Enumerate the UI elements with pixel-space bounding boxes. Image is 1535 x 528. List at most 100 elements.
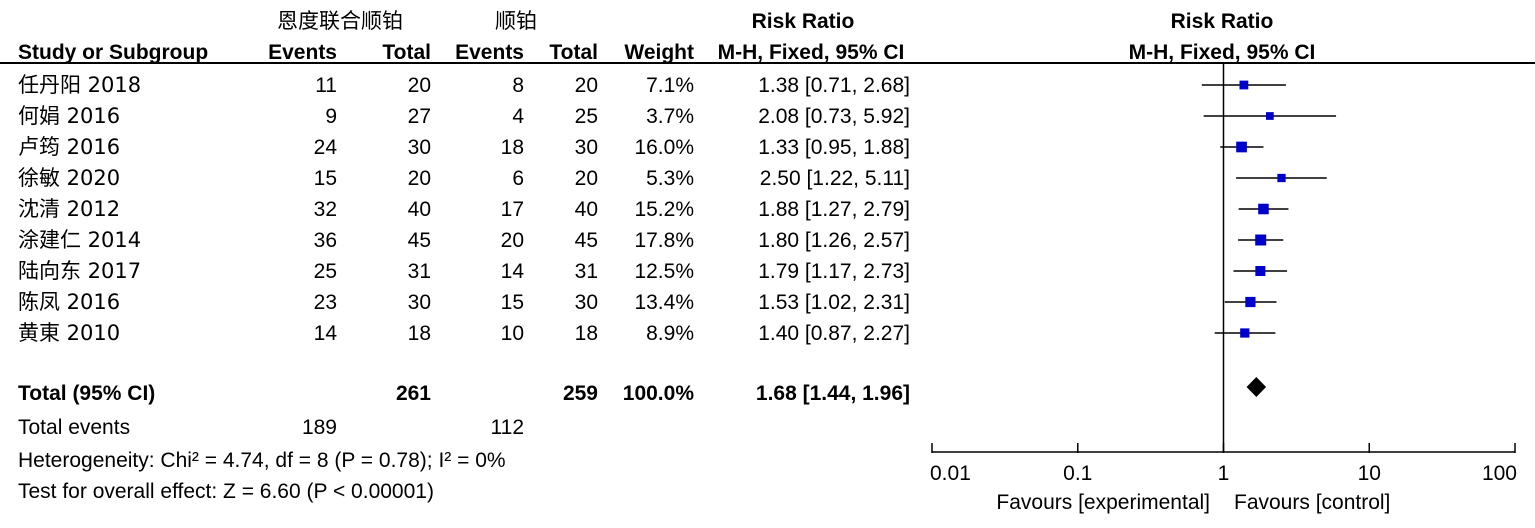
total-ctl: 20: [575, 167, 598, 190]
weight: 5.3%: [646, 167, 694, 190]
overall-effect-text: Test for overall effect: Z = 6.60 (P < 0…: [18, 480, 434, 503]
events-ctl: 10: [501, 322, 524, 345]
col-header-method: M-H, Fixed, 95% CI: [718, 41, 905, 64]
ci-text: 2.50 [1.22, 5.11]: [760, 167, 910, 190]
total-ctl: 25: [575, 105, 598, 128]
total-exp: 31: [408, 260, 431, 283]
point-estimate-square: [1239, 80, 1249, 90]
weight: 17.8%: [634, 229, 694, 252]
total-ctl: 31: [575, 260, 598, 283]
point-estimate-square: [1255, 265, 1266, 277]
heterogeneity-text: Heterogeneity: Chi² = 4.74, df = 8 (P = …: [18, 449, 506, 472]
events-ctl: 4: [512, 105, 524, 128]
point-estimate-square: [1255, 234, 1267, 246]
x-tick-label: 0.01: [930, 462, 971, 485]
events-ctl: 14: [501, 260, 525, 283]
total-weight: 100.0%: [623, 382, 695, 405]
total-exp: 20: [408, 74, 431, 97]
total-ctl: 40: [575, 198, 598, 221]
study-name: 徐敏 2020: [18, 166, 120, 190]
x-tick-label: 1: [1218, 462, 1230, 485]
x-tick-label: 10: [1358, 462, 1381, 485]
col-header-events-ctl: Events: [455, 41, 524, 64]
col-header-events-exp: Events: [268, 41, 337, 64]
total-events-exp: 189: [302, 416, 337, 439]
point-estimate-square: [1258, 203, 1269, 215]
weight: 8.9%: [646, 322, 694, 345]
point-estimate-square: [1236, 141, 1247, 153]
study-marker-group: [1220, 141, 1264, 153]
point-estimate-square: [1277, 173, 1286, 183]
total-events-ctl: 112: [491, 416, 524, 439]
events-exp: 24: [314, 136, 338, 159]
point-estimate-square: [1240, 328, 1250, 338]
total-exp: 20: [408, 167, 431, 190]
total-ctl: 18: [575, 322, 598, 345]
point-estimate-square: [1245, 296, 1256, 308]
x-tick-label: 100: [1482, 462, 1517, 485]
weight: 7.1%: [646, 74, 694, 97]
study-name: 黄東 2010: [18, 321, 120, 345]
study-marker-group: [1224, 296, 1277, 308]
ci-text: 1.53 [1.02, 2.31]: [758, 291, 910, 314]
header-risk-ratio-column: Risk Ratio: [752, 10, 855, 33]
events-exp: 23: [314, 291, 337, 314]
forest-plot-area: 0.01 0.1 1 10 100 Favours [experimental] Favou…: [930, 63, 1517, 514]
favours-experimental-label: Favours [experimental]: [996, 491, 1210, 514]
total-ci-text: 1.68 [1.44, 1.96]: [756, 382, 910, 405]
table-row: 陆向东 2017 25 31 14 31 12.5% 1.79 [1.17, 2.73]: [18, 259, 910, 283]
events-ctl: 17: [501, 198, 524, 221]
study-rows: 任丹阳 2018 11 20 8 20 7.1% 1.38 [0.71, 2.68] 何娟 2…: [18, 73, 910, 345]
col-header-total-exp: Total: [382, 41, 431, 64]
total-exp: 30: [408, 136, 431, 159]
events-ctl: 18: [501, 136, 524, 159]
ci-text: 1.33 [0.95, 1.88]: [758, 136, 910, 159]
point-estimate-square: [1265, 112, 1274, 120]
total-exp: 27: [408, 105, 431, 128]
header-group-experimental: 恩度联合顺铂: [277, 9, 403, 33]
study-marker-group: [1236, 173, 1327, 183]
events-exp: 36: [314, 229, 337, 252]
table-row: 徐敏 2020 15 20 6 20 5.3% 2.50 [1.22, 5.11]: [18, 166, 910, 190]
study-marker-group: [1214, 328, 1276, 338]
table-row: 黄東 2010 14 18 10 18 8.9% 1.40 [0.87, 2.27]: [18, 321, 910, 345]
study-marker-group: [1201, 80, 1286, 90]
total-events-label: Total events: [18, 416, 130, 439]
table-row: 沈清 2012 32 40 17 40 15.2% 1.88 [1.27, 2.79]: [18, 197, 910, 221]
total-ctl: 20: [575, 74, 598, 97]
ci-text: 1.38 [0.71, 2.68]: [758, 74, 910, 97]
header-group-control: 顺铂: [495, 9, 537, 33]
events-ctl: 8: [512, 74, 524, 97]
col-header-total-ctl: Total: [549, 41, 598, 64]
weight: 13.4%: [634, 291, 694, 314]
study-name: 陈凤 2016: [18, 290, 120, 314]
table-row: 任丹阳 2018 11 20 8 20 7.1% 1.38 [0.71, 2.68]: [18, 73, 910, 97]
header-risk-ratio-plot: Risk Ratio: [1171, 10, 1274, 33]
events-ctl: 6: [512, 167, 524, 190]
total-exp: 45: [408, 229, 431, 252]
favours-control-label: Favours [control]: [1234, 491, 1390, 514]
ci-text: 2.08 [0.73, 5.92]: [758, 105, 910, 128]
x-tick-label: 0.1: [1063, 462, 1092, 485]
study-marker-group: [1238, 203, 1289, 215]
table-row: 陈凤 2016 23 30 15 30 13.4% 1.53 [1.02, 2.31]: [18, 290, 910, 314]
total-exp: 40: [408, 198, 431, 221]
study-name: 何娟 2016: [18, 104, 120, 128]
events-exp: 32: [314, 198, 337, 221]
ci-text: 1.88 [1.27, 2.79]: [758, 198, 910, 221]
study-name: 卢筠 2016: [18, 135, 120, 159]
col-header-weight: Weight: [624, 41, 694, 64]
weight: 16.0%: [634, 136, 694, 159]
total-exp: 30: [408, 291, 431, 314]
study-marker-group: [1233, 265, 1288, 277]
study-name: 沈清 2012: [18, 197, 120, 221]
total-label: Total (95% CI): [18, 382, 155, 405]
plot-header-method: M-H, Fixed, 95% CI: [1129, 41, 1316, 64]
events-exp: 9: [325, 105, 337, 128]
total-ctl: 45: [575, 229, 598, 252]
ci-text: 1.80 [1.26, 2.57]: [758, 229, 910, 252]
weight: 12.5%: [634, 260, 694, 283]
total-exp: 18: [408, 322, 431, 345]
weight: 15.2%: [634, 198, 694, 221]
events-exp: 11: [315, 74, 337, 97]
